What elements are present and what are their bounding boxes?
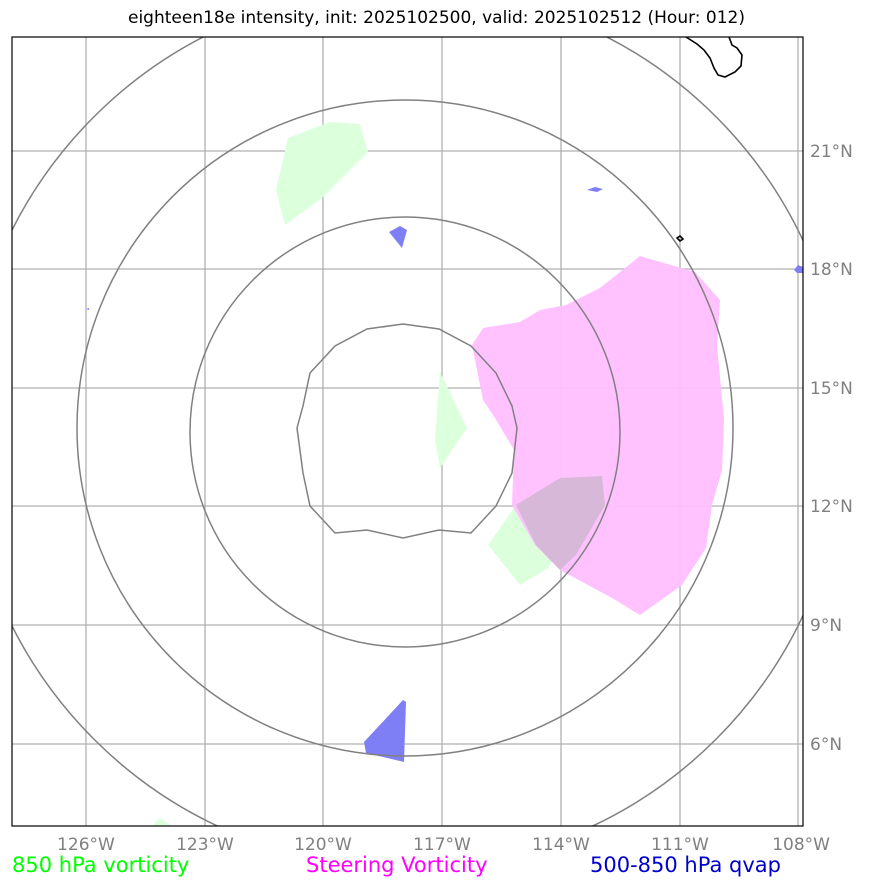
vorticity-850-region (435, 372, 467, 468)
x-tick-label: 123°W (176, 835, 234, 855)
y-tick-label: 21°N (810, 142, 853, 162)
legend-850-vorticity: 850 hPa vorticity (12, 853, 190, 877)
legend-qvap: 500-850 hPa qvap (590, 853, 781, 877)
range-ring (189, 216, 621, 648)
range-ring (296, 323, 518, 539)
range-ring (76, 99, 734, 757)
x-tick-label: 108°W (772, 835, 830, 855)
x-tick-label: 117°W (413, 835, 471, 855)
range-rings (12, 37, 803, 826)
coastline-path (685, 37, 743, 78)
qvap-region (794, 265, 803, 273)
y-tick-labels: 6°N 9°N 12°N 15°N 18°N 21°N (810, 142, 853, 755)
legend-steering-vorticity: Steering Vorticity (306, 853, 488, 877)
qvap-region (364, 700, 406, 762)
qvap-region (587, 187, 603, 192)
coastline (675, 37, 743, 243)
vorticity-850-region (276, 122, 368, 225)
vorticity-overlap-region (516, 476, 605, 570)
plot-frame (11, 36, 804, 827)
x-tick-label: 114°W (532, 835, 590, 855)
x-tick-label: 111°W (651, 835, 709, 855)
y-tick-label: 9°N (810, 616, 842, 636)
x-tick-label: 126°W (57, 835, 115, 855)
y-tick-label: 18°N (810, 260, 853, 280)
x-tick-label: 120°W (294, 835, 352, 855)
x-tick-labels: 126°W 123°W 120°W 117°W 114°W 111°W 108°… (57, 835, 830, 855)
qvap-region (86, 308, 89, 310)
map-title: eighteen18e intensity, init: 2025102500,… (128, 8, 745, 28)
qvap-region (389, 226, 407, 248)
vorticity-850-region (152, 818, 172, 826)
y-tick-label: 6°N (810, 735, 842, 755)
qvap-fill (86, 187, 803, 762)
y-tick-label: 15°N (810, 379, 853, 399)
coastline-path (675, 234, 685, 243)
y-tick-label: 12°N (810, 497, 853, 517)
